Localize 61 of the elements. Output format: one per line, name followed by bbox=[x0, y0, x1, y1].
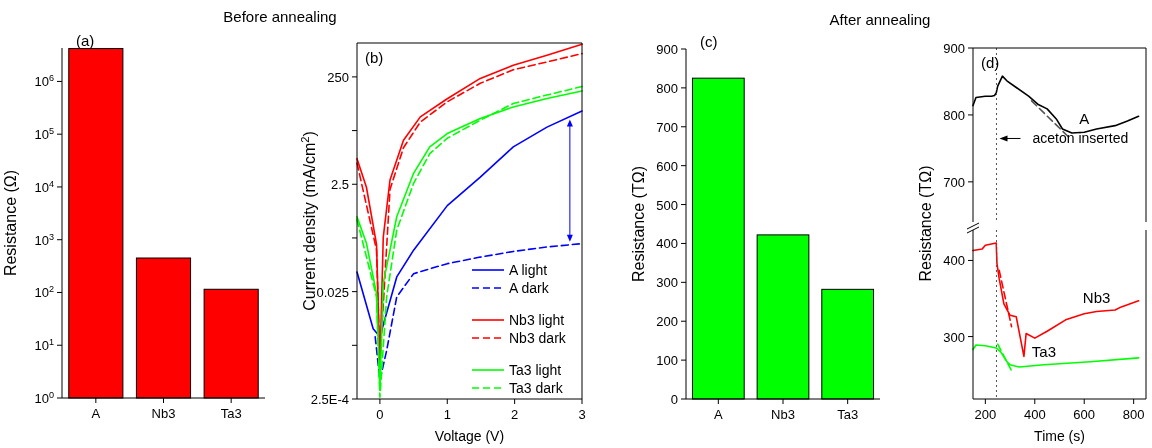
legend-label: Nb3 light bbox=[509, 312, 565, 328]
y-tick-label: 10$^{0}$ bbox=[34, 390, 54, 406]
legend-label: A light bbox=[509, 262, 548, 278]
y-axis-title: Resistance (TΩ) bbox=[917, 165, 934, 282]
x-tick-label: 1 bbox=[443, 407, 451, 422]
x-tick-label: Nb3 bbox=[151, 406, 176, 421]
y-tick-label: 900 bbox=[943, 41, 965, 56]
y-tick-label: 0 bbox=[670, 392, 678, 407]
y-axis-title: Resistance (TΩ) bbox=[630, 166, 647, 282]
x-axis-title: Time (s) bbox=[1034, 428, 1085, 444]
x-tick-label: A bbox=[714, 407, 723, 422]
y-tick-label: 10$^{1}$ bbox=[34, 337, 54, 354]
y-tick-label: 100 bbox=[656, 353, 678, 369]
legend-label: Ta3 dark bbox=[509, 380, 564, 396]
y-tick-label: 800 bbox=[943, 107, 965, 123]
y-tick-label: 10$^{6}$ bbox=[34, 73, 54, 90]
y-tick-label: 400 bbox=[943, 253, 965, 269]
series-label: A bbox=[1079, 110, 1090, 128]
y-tick-label: 600 bbox=[656, 158, 678, 174]
x-tick-label: 600 bbox=[1073, 407, 1096, 422]
chart-title: Before annealing bbox=[223, 8, 337, 25]
x-tick-label: Nb3 bbox=[771, 407, 795, 422]
y-tick-label: 700 bbox=[656, 119, 678, 135]
x-tick-label: Ta3 bbox=[837, 407, 859, 422]
ref-line-label: aceton inserted bbox=[1032, 130, 1129, 147]
x-tick-label: 0 bbox=[376, 407, 384, 422]
x-tick-label: 400 bbox=[1023, 407, 1046, 422]
y-tick-label: 500 bbox=[656, 197, 678, 213]
legend-label: Ta3 light bbox=[509, 362, 562, 378]
x-tick-label: 200 bbox=[974, 407, 997, 422]
legend-label: A dark bbox=[509, 280, 550, 296]
y-tick-label: 10$^{4}$ bbox=[34, 178, 54, 195]
legend-label: Nb3 dark bbox=[509, 330, 567, 346]
series-label: Nb3 bbox=[1082, 289, 1111, 307]
x-tick-label: 2 bbox=[511, 407, 519, 422]
x-axis-title: Voltage (V) bbox=[434, 428, 505, 444]
annotation: (d) bbox=[981, 54, 1000, 71]
y-tick-label: 10$^{3}$ bbox=[34, 231, 54, 248]
y-tick-label: 900 bbox=[656, 42, 678, 57]
y-tick-label: 400 bbox=[656, 236, 678, 252]
chart-title: After annealing bbox=[829, 11, 931, 28]
y-tick-label: 0.025 bbox=[316, 284, 349, 300]
annotation: (b) bbox=[365, 49, 384, 66]
y-tick-label: 2.5E-4 bbox=[310, 392, 349, 407]
x-tick-label: 800 bbox=[1122, 407, 1145, 422]
series-label: Ta3 bbox=[1031, 342, 1057, 360]
y-tick-label: 250 bbox=[327, 69, 349, 85]
y-axis-title: Resistance (Ω) bbox=[2, 169, 19, 277]
annotation: (c) bbox=[700, 33, 718, 50]
annotation: (a) bbox=[76, 32, 95, 49]
x-tick-label: A bbox=[91, 406, 101, 421]
y-tick-label: 200 bbox=[656, 314, 678, 330]
y-tick-label: 10$^{2}$ bbox=[34, 284, 54, 301]
y-tick-label: 700 bbox=[943, 174, 965, 190]
y-tick-label: 2.5 bbox=[330, 177, 349, 193]
y-tick-label: 10$^{5}$ bbox=[34, 126, 54, 143]
y-tick-label: 300 bbox=[656, 275, 678, 291]
y-tick-label: 300 bbox=[943, 329, 965, 345]
y-tick-label: 800 bbox=[656, 80, 678, 96]
x-tick-label: Ta3 bbox=[220, 406, 242, 421]
x-tick-label: 3 bbox=[578, 407, 586, 422]
